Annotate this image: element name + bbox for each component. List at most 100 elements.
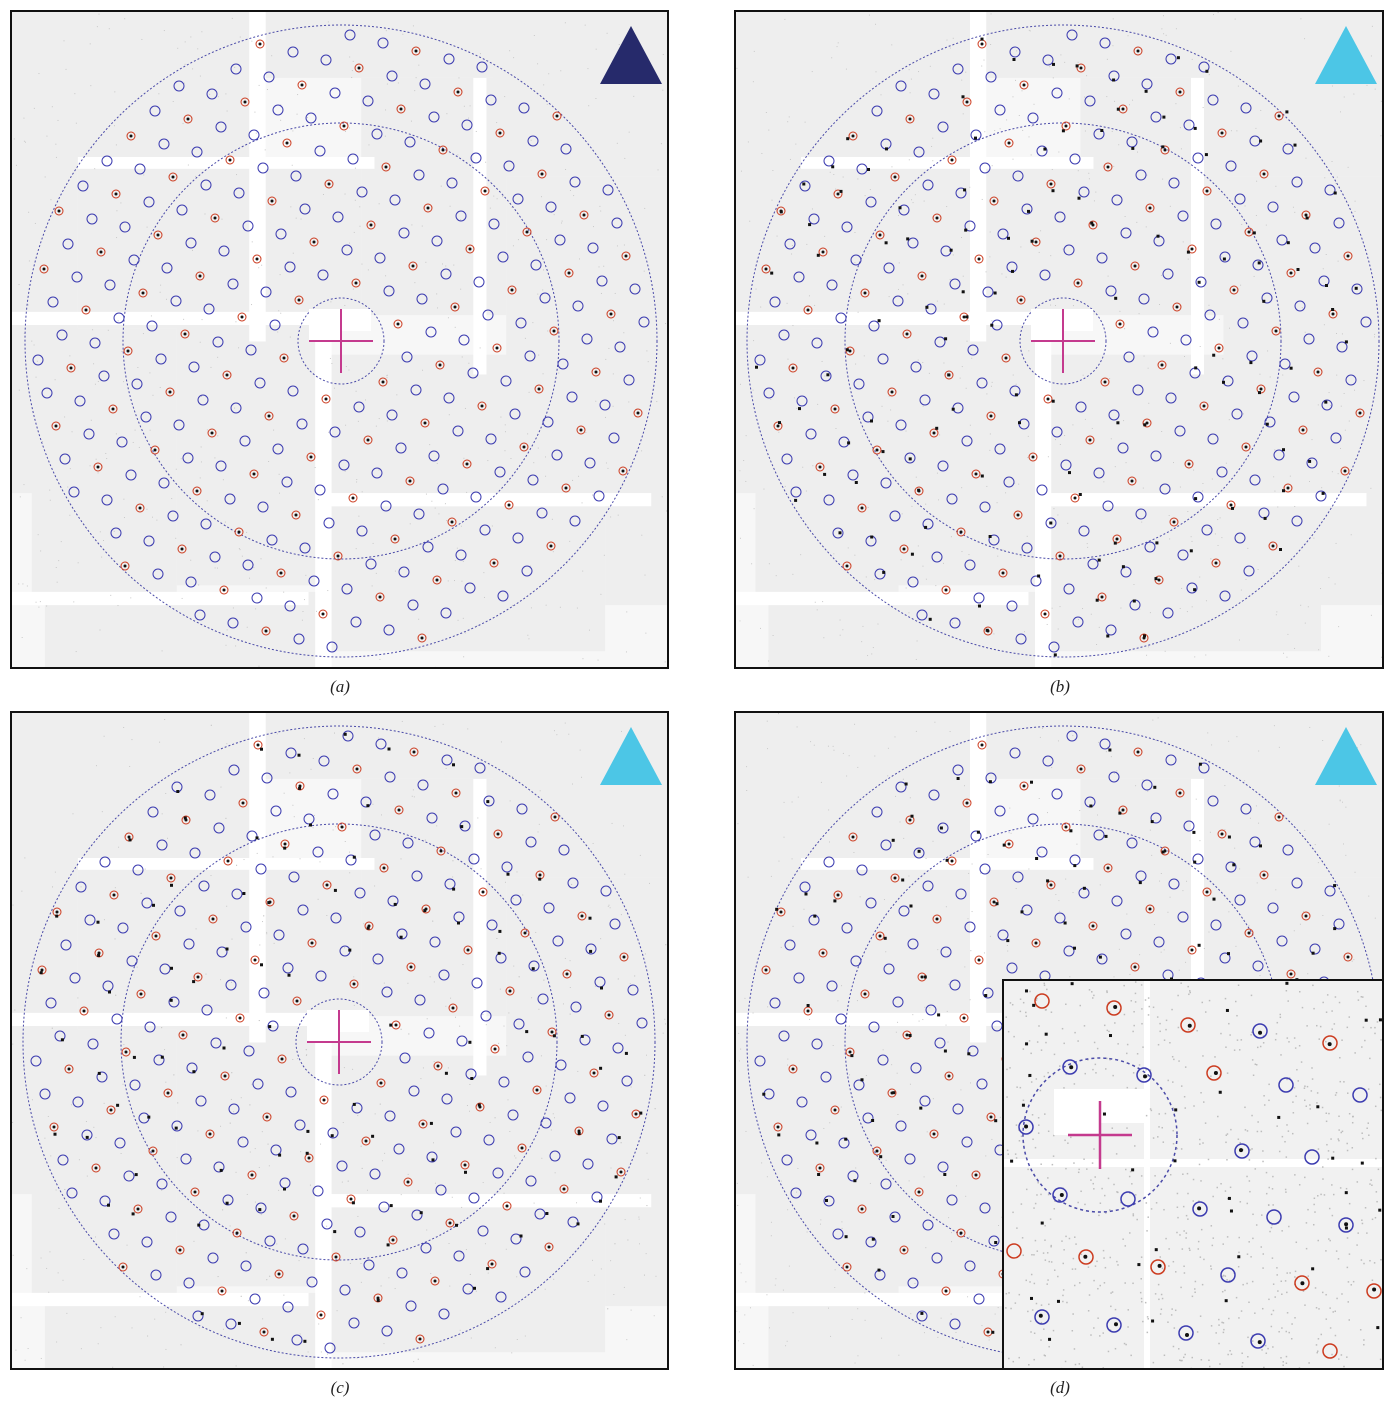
reflection-marker-blue bbox=[934, 1037, 946, 1049]
reflection-marker-blue bbox=[611, 217, 623, 229]
reflection-marker-blue bbox=[291, 1334, 303, 1346]
spot bbox=[69, 366, 73, 370]
spot bbox=[228, 158, 232, 162]
reflection-marker-blue bbox=[243, 1045, 255, 1057]
spot bbox=[525, 230, 529, 234]
reflection-marker-blue bbox=[841, 221, 853, 233]
reflection-marker-blue bbox=[1051, 426, 1063, 438]
beam-center-mask bbox=[1100, 1089, 1144, 1123]
spot bbox=[980, 474, 984, 478]
spot bbox=[111, 407, 115, 411]
reflection-marker-blue bbox=[1072, 616, 1084, 628]
spot bbox=[282, 356, 286, 360]
reflection-marker-blue bbox=[518, 102, 530, 114]
spot bbox=[845, 348, 849, 352]
spot bbox=[1155, 541, 1159, 545]
reflection-marker-blue bbox=[77, 180, 89, 192]
reflection-marker-red bbox=[761, 264, 771, 274]
reflection-marker-red bbox=[133, 1204, 143, 1214]
reflection-marker-blue bbox=[384, 1110, 396, 1122]
reflection-marker-red bbox=[1268, 541, 1278, 551]
reflection-marker-blue bbox=[200, 179, 212, 191]
spot bbox=[1193, 588, 1197, 592]
spot bbox=[944, 337, 948, 341]
reflection-marker-red bbox=[1133, 747, 1143, 757]
spot bbox=[419, 1211, 423, 1215]
reflection-marker-blue bbox=[1136, 1067, 1152, 1083]
reflection-marker-blue bbox=[117, 922, 129, 934]
reflection-marker-blue bbox=[1207, 795, 1219, 807]
reflection-marker-red bbox=[277, 1054, 287, 1064]
spot bbox=[567, 271, 571, 275]
spot bbox=[97, 951, 101, 955]
reflection-marker-blue bbox=[1252, 960, 1264, 972]
spot bbox=[52, 1125, 56, 1129]
spot bbox=[1089, 804, 1093, 808]
spot bbox=[1252, 231, 1256, 235]
reflection-marker-blue bbox=[141, 897, 153, 909]
spot bbox=[1193, 860, 1197, 864]
reflection-marker-blue bbox=[476, 61, 488, 73]
reflection-marker-blue bbox=[847, 469, 859, 481]
reflection-marker-blue bbox=[1219, 590, 1231, 602]
spot bbox=[1131, 1168, 1135, 1172]
reflection-marker-blue bbox=[1036, 484, 1048, 496]
spot bbox=[891, 838, 895, 842]
reflection-marker-blue bbox=[1249, 836, 1261, 848]
spot bbox=[1205, 890, 1209, 894]
spot bbox=[198, 274, 202, 278]
reflection-marker-red bbox=[962, 97, 972, 107]
spot bbox=[871, 1237, 875, 1241]
spot bbox=[376, 1298, 380, 1302]
spot bbox=[423, 909, 427, 913]
reflection-marker-blue bbox=[513, 1018, 525, 1030]
spot bbox=[438, 363, 442, 367]
reflection-marker-blue bbox=[492, 1167, 504, 1179]
reflection-marker-blue bbox=[395, 442, 407, 454]
reflection-marker-blue bbox=[1324, 184, 1336, 196]
reflection-marker-blue bbox=[754, 354, 766, 366]
spot bbox=[540, 172, 544, 176]
spot bbox=[851, 134, 855, 138]
spot bbox=[881, 450, 885, 454]
reflection-marker-red bbox=[1229, 285, 1239, 295]
spot bbox=[153, 448, 157, 452]
reflection-marker-red bbox=[118, 1262, 128, 1272]
reflection-marker-red bbox=[1076, 63, 1086, 73]
spot bbox=[848, 1050, 852, 1054]
spot bbox=[552, 329, 556, 333]
spot bbox=[818, 465, 822, 469]
reflection-marker-blue bbox=[1261, 292, 1273, 304]
reflection-marker-blue bbox=[988, 534, 1000, 546]
reflection-marker-blue bbox=[452, 425, 464, 437]
spot bbox=[905, 1033, 909, 1037]
spot bbox=[483, 189, 487, 193]
spot bbox=[1001, 571, 1005, 575]
spot bbox=[1321, 491, 1325, 495]
background-noise bbox=[736, 12, 1382, 662]
reflection-marker-red bbox=[394, 805, 404, 815]
spot bbox=[1027, 209, 1030, 213]
spot bbox=[961, 95, 965, 99]
reflection-marker-red bbox=[574, 1126, 584, 1136]
spot bbox=[219, 1168, 223, 1172]
diffraction-pattern-c bbox=[12, 713, 667, 1368]
spot bbox=[1308, 459, 1312, 463]
spot bbox=[406, 1180, 410, 1184]
reflection-marker-blue bbox=[1266, 1209, 1282, 1225]
beam-center-cross-icon bbox=[1068, 1101, 1132, 1169]
reflection-marker-blue bbox=[438, 969, 450, 981]
spot bbox=[170, 966, 173, 970]
reflection-marker-blue bbox=[850, 955, 862, 967]
reflection-marker-red bbox=[432, 575, 442, 585]
reflection-marker-blue bbox=[441, 754, 453, 766]
reflection-marker-blue bbox=[1304, 1149, 1320, 1165]
spot bbox=[910, 552, 914, 556]
spot bbox=[1011, 269, 1014, 273]
reflection-marker-blue bbox=[101, 494, 113, 506]
reflection-marker-blue bbox=[251, 592, 263, 604]
reflection-marker-blue bbox=[74, 395, 86, 407]
detector-modules bbox=[12, 713, 667, 1368]
spot bbox=[639, 1111, 643, 1115]
reflection-marker-blue bbox=[976, 1078, 988, 1090]
